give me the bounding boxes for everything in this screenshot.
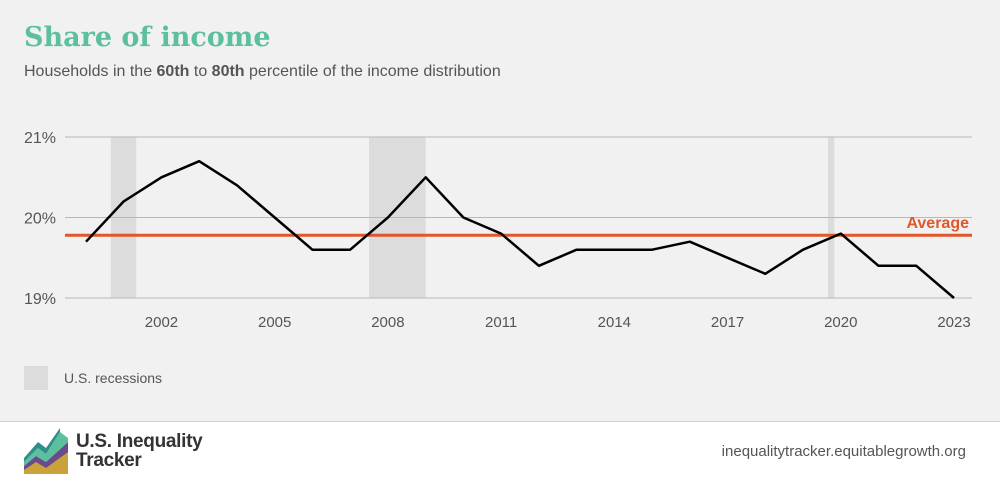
series-line-group	[85, 159, 955, 299]
line-chart: 19%20%21% 2002 2005 2008 2011 2014 2017 2020 20…	[24, 130, 972, 331]
x-tick-labels: 2002 2005 2008 2011 2014 2017 2020 2023	[145, 314, 971, 331]
y-tick-label-20: 20%	[24, 211, 56, 228]
x-tick-label-2011: 2011	[485, 314, 517, 331]
legend: U.S. recessions	[24, 366, 162, 390]
subtitle-text-2: to	[189, 63, 212, 80]
legend-recession-swatch	[24, 366, 48, 390]
average-line-group: Average	[65, 215, 972, 237]
x-tick-label-2008: 2008	[371, 314, 404, 331]
subtitle-text-1: Households in the	[24, 63, 157, 80]
tracker-logo-icon	[24, 428, 68, 474]
brand-line-2: Tracker	[76, 450, 142, 471]
x-tick-label-2020: 2020	[824, 314, 857, 331]
brand-line-1: U.S. Inequality	[76, 431, 203, 452]
footer: U.S. Inequality Tracker inequalitytracke…	[0, 421, 1000, 482]
x-tick-label-2014: 2014	[598, 314, 631, 331]
x-tick-label-2017: 2017	[711, 314, 744, 331]
y-gridlines	[65, 136, 972, 299]
chart-subtitle: Households in the 60th to 80th percentil…	[24, 63, 501, 81]
website-link[interactable]: inequalitytracker.equitablegrowth.org	[721, 443, 966, 460]
average-label: Average	[906, 215, 969, 232]
subtitle-text-3: percentile of the income distribution	[244, 63, 501, 80]
brand-name: U.S. Inequality Tracker	[76, 431, 203, 471]
subtitle-bold-80th: 80th	[211, 63, 245, 80]
y-tick-labels: 19% 20% 21%	[24, 130, 56, 308]
x-tick-label-2002: 2002	[145, 314, 178, 331]
y-tick-label-21: 21%	[24, 130, 56, 147]
subtitle-bold-60th: 60th	[156, 63, 190, 80]
series-line	[85, 159, 955, 299]
x-tick-label-2023: 2023	[937, 314, 970, 331]
brand-logo[interactable]: U.S. Inequality Tracker	[24, 428, 203, 474]
x-tick-label-2005: 2005	[258, 314, 291, 331]
chart-title: Share of income	[24, 22, 271, 53]
y-tick-label-19: 19%	[24, 291, 56, 308]
legend-recession-label: U.S. recessions	[64, 370, 163, 386]
